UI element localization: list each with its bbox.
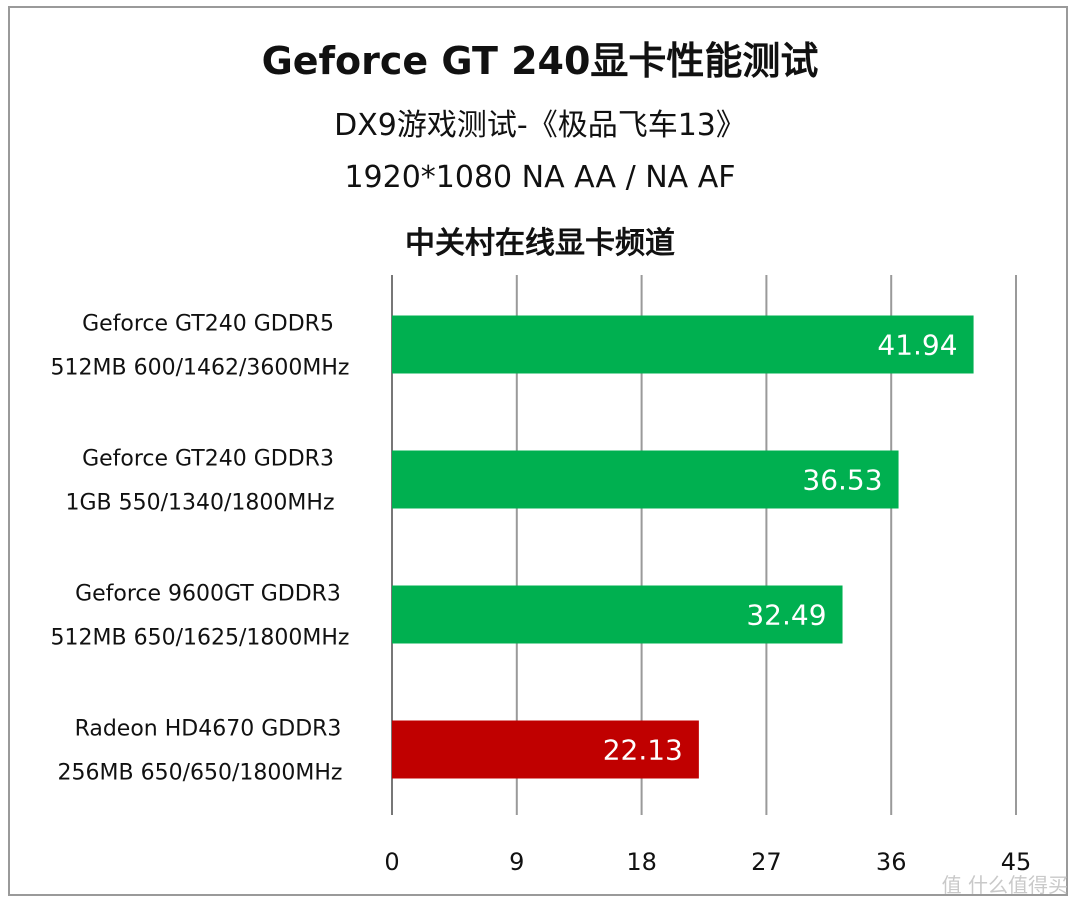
bar-value-label-2: 32.49 [746, 599, 826, 632]
bar-0 [392, 315, 974, 374]
category-label-3-line-0: Radeon HD4670 GDDR3 [75, 717, 342, 742]
x-tick-label-5: 45 [1001, 848, 1032, 876]
chart-title: Geforce GT 240显卡性能测试 [261, 39, 819, 83]
category-label-1-line-1: 1GB 550/1340/1800MHz [66, 491, 335, 516]
watermark: 值 什么值得买 [941, 873, 1068, 897]
bar-1 [392, 450, 899, 509]
bar-3 [392, 720, 699, 779]
x-tick-label-3: 27 [751, 848, 782, 876]
x-tick-label-1: 9 [509, 848, 524, 876]
x-tick-label-0: 0 [384, 848, 399, 876]
chart-subtitle-settings: 1920*1080 NA AA / NA AF [344, 160, 736, 195]
category-label-0-line-1: 512MB 600/1462/3600MHz [51, 356, 350, 381]
category-label-1-line-0: Geforce GT240 GDDR3 [82, 447, 334, 472]
category-label-2-line-0: Geforce 9600GT GDDR3 [75, 582, 341, 607]
chart-subtitle-source: 中关村在线显卡频道 [405, 226, 675, 261]
chart-subtitle-game: DX9游戏测试-《极品飞车13》 [334, 108, 746, 143]
bar-value-label-3: 22.13 [603, 734, 683, 767]
category-label-2-line-1: 512MB 650/1625/1800MHz [51, 626, 350, 651]
bar-value-label-0: 41.94 [877, 329, 957, 362]
x-tick-label-4: 36 [876, 848, 907, 876]
category-label-3-line-1: 256MB 650/650/1800MHz [58, 761, 343, 786]
bar-value-label-1: 36.53 [802, 464, 882, 497]
category-label-0-line-0: Geforce GT240 GDDR5 [82, 312, 334, 337]
bar-2 [392, 585, 843, 644]
x-tick-label-2: 18 [626, 848, 657, 876]
